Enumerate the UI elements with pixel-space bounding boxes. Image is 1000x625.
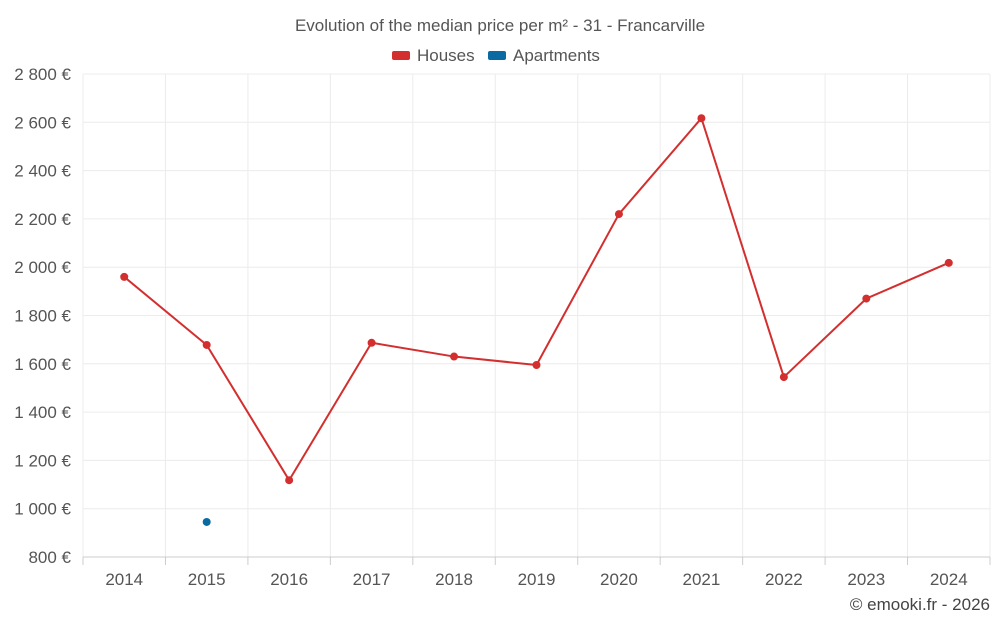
x-tick-label: 2014: [105, 570, 143, 589]
x-tick-label: 2016: [270, 570, 308, 589]
x-tick-label: 2020: [600, 570, 638, 589]
legend-swatch-houses: [392, 51, 410, 60]
x-tick-label: 2017: [353, 570, 391, 589]
series-apartments: [202, 517, 211, 526]
data-point-houses[interactable]: [202, 340, 211, 349]
x-axis: 2014 2015 2016 2017 2018 2019 2020 2021 2022 2023…: [82, 556, 991, 589]
y-tick-label: 1 800 €: [14, 307, 71, 326]
data-point-houses[interactable]: [779, 373, 788, 382]
x-tick-label: 2019: [518, 570, 556, 589]
data-point-apartments[interactable]: [202, 517, 211, 526]
x-tick-label: 2023: [847, 570, 885, 589]
x-tick-label: 2018: [435, 570, 473, 589]
y-tick-label: 1 400 €: [14, 403, 71, 422]
y-axis: 800 € 1 000 € 1 200 € 1 400 € 1 600 € 1 800 €…: [14, 65, 71, 567]
legend-item-apartments[interactable]: Apartments: [488, 46, 600, 65]
data-point-houses[interactable]: [120, 272, 129, 281]
data-point-houses[interactable]: [285, 476, 294, 485]
grid: [82, 73, 991, 557]
data-point-houses[interactable]: [532, 361, 541, 370]
legend-label-apartments: Apartments: [513, 46, 600, 65]
y-tick-label: 1 200 €: [14, 451, 71, 470]
series-houses: [120, 114, 953, 485]
y-tick-label: 1 000 €: [14, 500, 71, 519]
y-tick-label: 2 000 €: [14, 258, 71, 277]
legend-label-houses: Houses: [417, 46, 475, 65]
data-point-houses[interactable]: [944, 258, 953, 267]
y-tick-label: 2 600 €: [14, 113, 71, 132]
y-tick-label: 2 800 €: [14, 65, 71, 84]
x-tick-label: 2015: [188, 570, 226, 589]
data-point-houses[interactable]: [614, 210, 623, 219]
legend-item-houses[interactable]: Houses: [392, 46, 475, 65]
x-tick-label: 2024: [930, 570, 968, 589]
legend: Houses Apartments: [392, 46, 600, 65]
y-tick-label: 800 €: [28, 548, 71, 567]
y-tick-label: 2 200 €: [14, 210, 71, 229]
chart-title: Evolution of the median price per m² - 3…: [295, 16, 705, 35]
x-tick-label: 2022: [765, 570, 803, 589]
data-point-houses[interactable]: [862, 294, 871, 303]
x-tick-label: 2021: [682, 570, 720, 589]
series-layer: [120, 114, 953, 526]
data-point-houses[interactable]: [697, 114, 706, 123]
data-point-houses[interactable]: [450, 352, 459, 361]
y-tick-label: 1 600 €: [14, 355, 71, 374]
credit-text: © emooki.fr - 2026: [850, 595, 990, 614]
legend-swatch-apartments: [488, 51, 506, 60]
data-point-houses[interactable]: [367, 338, 376, 347]
y-tick-label: 2 400 €: [14, 162, 71, 181]
